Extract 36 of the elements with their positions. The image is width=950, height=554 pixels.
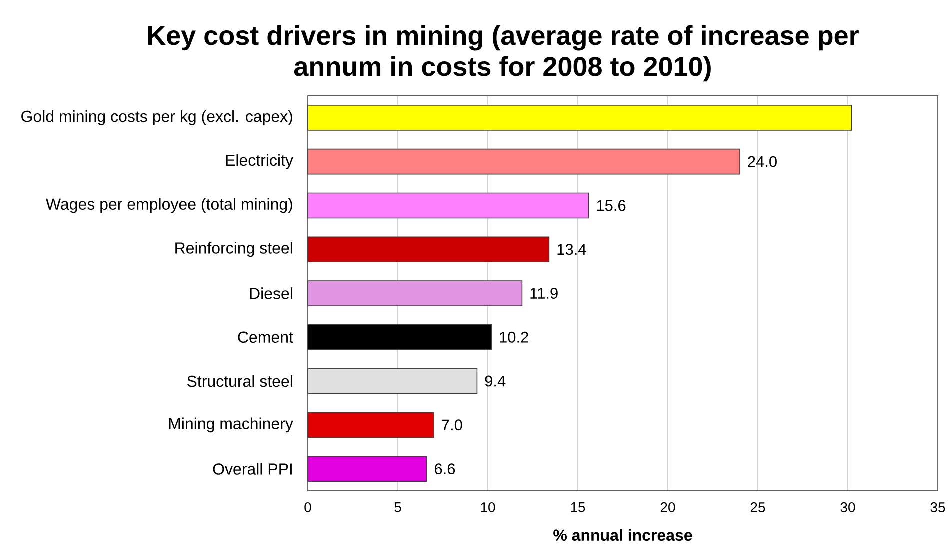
x-tick-label: 25: [750, 502, 766, 512]
bar: [308, 280, 523, 306]
data-label: 10.2: [500, 332, 528, 343]
y-tick-label: Diesel: [250, 288, 292, 300]
y-tick-label: Structural steel: [187, 375, 292, 388]
data-label: 24.0: [748, 156, 777, 168]
x-tick-label: 10: [481, 502, 496, 512]
bar: [308, 368, 478, 394]
data-label: 7.0: [442, 420, 462, 431]
x-tick-label: 15: [571, 502, 586, 512]
bar: [308, 105, 852, 131]
bar: [308, 236, 550, 263]
bar: [308, 412, 434, 438]
chart-title: Key cost drivers in mining (average rate of increase per annum in costs for 2008 to 2010): [148, 25, 859, 82]
x-tick-label: 0: [304, 502, 312, 512]
x-axis-title: % annual increase: [554, 529, 692, 542]
data-label: 6.6: [434, 464, 456, 475]
y-tick-label: Reinforcing steel: [176, 242, 292, 258]
bar: [308, 324, 492, 350]
data-label: 15.6: [597, 200, 626, 212]
bar: [308, 456, 428, 482]
data-label: 9.4: [485, 376, 506, 387]
bar: [308, 148, 740, 175]
x-tick-label: 20: [660, 502, 676, 512]
y-tick-label: Wages per employee (total mining): [46, 198, 292, 214]
bar: [308, 192, 590, 219]
data-label: 13.4: [558, 244, 586, 256]
x-tick-label: 30: [840, 502, 856, 512]
x-tick-label: 35: [930, 502, 946, 512]
data-label: 11.9: [530, 288, 558, 299]
y-tick-label: Mining machinery: [169, 418, 294, 433]
y-tick-label: Gold mining costs per kg (excl. capex): [22, 110, 292, 126]
x-tick-label: 5: [394, 502, 402, 512]
y-tick-label: Electricity: [226, 154, 294, 170]
y-tick-label: Overall PPI: [213, 463, 292, 475]
y-tick-label: Cement: [238, 332, 294, 344]
